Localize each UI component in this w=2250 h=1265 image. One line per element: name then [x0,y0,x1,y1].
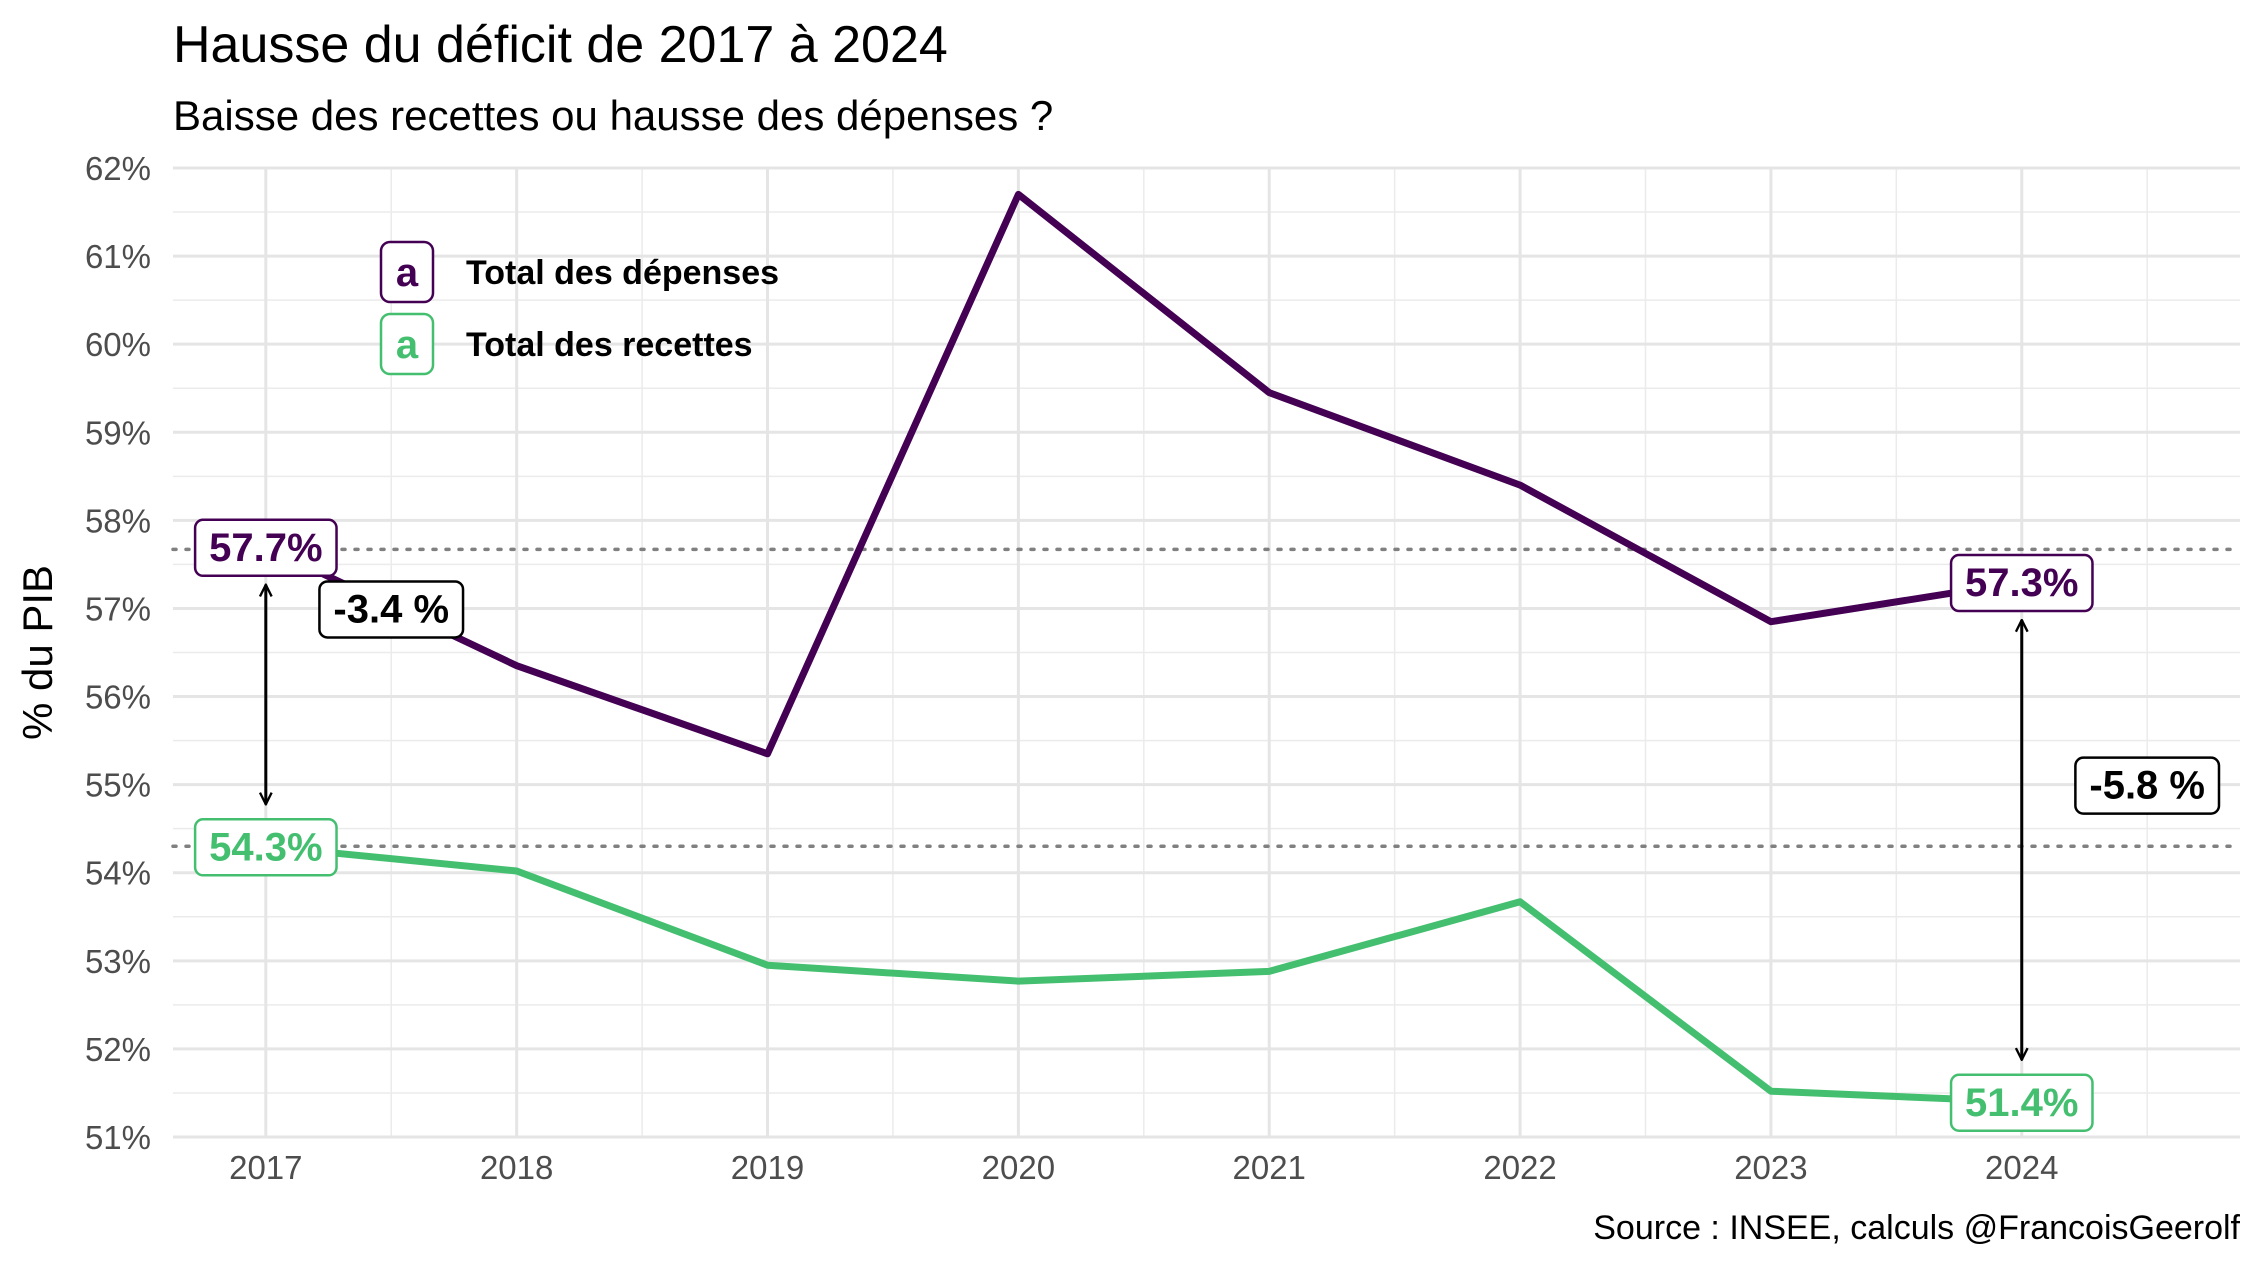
y-tick-label: 62% [85,150,151,187]
chart-title: Hausse du déficit de 2017 à 2024 [173,16,948,74]
point-label-text: 57.7% [209,526,322,570]
y-tick-label: 60% [85,326,151,363]
x-tick-label: 2017 [229,1149,302,1186]
chart-caption: Source : INSEE, calculs @FrancoisGeerolf [1593,1209,2240,1247]
point-label-text: 54.3% [209,825,322,869]
difference-label-box [318,580,465,639]
difference-arrows [266,585,2022,1060]
y-tick-label: 53% [85,943,151,980]
legend-key-glyph: a [396,251,419,295]
legend-key-0: a [379,240,435,304]
x-tick-label: 2021 [1233,1149,1306,1186]
point-label-text: 51.4% [1965,1081,2078,1125]
point-label: 57.7% [193,518,338,578]
y-tick-label: 56% [85,679,151,716]
y-tick-label: 58% [85,502,151,539]
point-label-text: 57.3% [1965,561,2078,605]
difference-label-box [2074,756,2221,815]
point-label: 57.3% [1949,553,2094,613]
difference-label-text: -3.4 % [333,587,449,631]
y-tick-label: 57% [85,590,151,627]
x-axis-ticks: 2017 2018 2019 2020 2021 2022 2023 2024 [229,1149,2058,1186]
series-line-1 [265,842,2022,1106]
x-tick-label: 2023 [1734,1149,1807,1186]
legend-label-1: Total des recettes [466,326,753,364]
difference-label: -5.8 % [2074,756,2221,815]
chart-subtitle: Baisse des recettes ou hausse des dépens… [173,92,1053,139]
legend-key-1: a [379,312,435,376]
difference-label-text: -5.8 % [2089,764,2205,808]
point-label-box [1949,553,2094,613]
difference-label: -3.4 % [318,580,465,639]
point-label-box [193,818,338,877]
legend-key-box [379,312,435,376]
series-line-0 [264,190,2023,758]
point-label: 54.3% [193,818,338,877]
legend-label-0: Total des dépenses [466,254,779,292]
x-tick-label: 2022 [1483,1149,1556,1186]
x-tick-label: 2019 [731,1149,804,1186]
y-tick-label: 54% [85,855,151,892]
x-tick-label: 2018 [480,1149,553,1186]
y-tick-label: 52% [85,1031,151,1068]
point-labels: 57.7% 54.3% 57.3% 51.4% [193,518,2094,1133]
series-lines [264,190,2023,1106]
y-axis-label: % du PIB [14,565,61,740]
y-axis-ticks: 51% 52% 53% 54% 55% 56% 57% 58% 59% 60% 61% 62% [85,150,151,1156]
legend: a Total des dépenses a Total des recettes [379,240,779,376]
y-tick-label: 51% [85,1119,151,1156]
x-tick-label: 2020 [982,1149,1055,1186]
point-label: 51.4% [1949,1073,2094,1133]
y-tick-label: 59% [85,414,151,451]
point-label-box [1949,1073,2094,1133]
legend-key-box [379,240,435,304]
y-tick-label: 61% [85,238,151,275]
x-tick-label: 2024 [1985,1149,2058,1186]
point-label-box [193,518,338,578]
legend-key-glyph: a [396,323,419,367]
difference-labels: -3.4 % -5.8 % [318,580,2221,815]
y-tick-label: 55% [85,767,151,804]
